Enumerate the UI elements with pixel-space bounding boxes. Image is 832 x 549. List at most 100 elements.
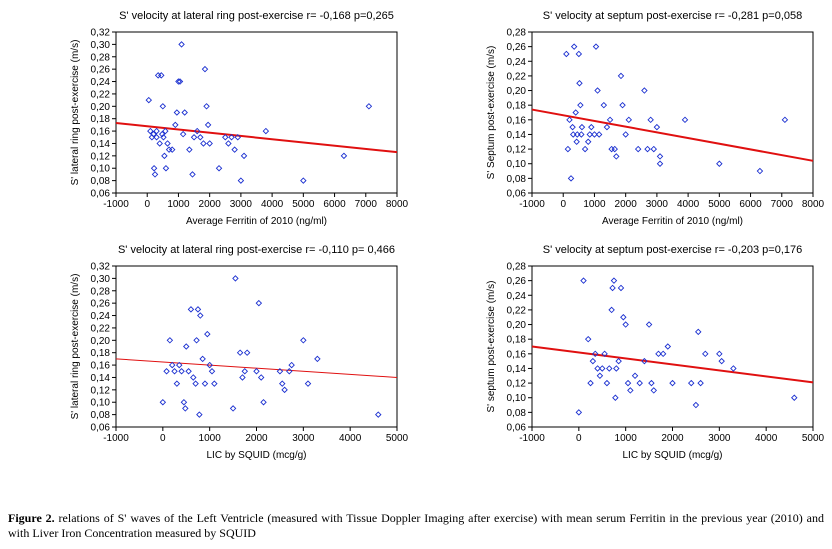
chart-svg: S' velocity at lateral ring post-exercis… [70,10,409,227]
data-point [206,140,213,147]
x-tick-label: 0 [560,199,566,210]
data-point [276,368,284,375]
data-point [175,361,183,369]
data-point [196,411,203,418]
data-point [279,380,286,387]
data-point [243,349,251,356]
caption-label: Figure 2. [8,511,55,525]
data-point [687,379,695,387]
y-tick-label: 0,08 [91,410,111,421]
data-point [681,116,689,124]
chart-title: S' velocity at septum post-exercise r= -… [543,244,803,256]
y-tick-label: 0,06 [507,423,527,434]
data-point [161,152,168,160]
data-point [304,380,312,387]
data-point [234,134,242,141]
chart-title: S' velocity at lateral ring post-exercis… [118,244,395,256]
data-point [695,328,702,336]
data-point [232,275,239,282]
data-point [225,140,232,147]
x-axis-label: Average Ferritin of 2010 (ng/ml) [602,216,743,227]
y-tick-label: 0,16 [91,361,111,372]
data-point [730,365,737,372]
data-point [150,164,158,172]
figure-caption: Figure 2. relations of S' waves of the L… [8,511,824,541]
data-point [611,145,618,153]
y-tick-label: 0,10 [507,393,527,404]
data-point [577,101,584,109]
data-point [615,357,622,365]
chart-panel-bottom-left: S' velocity at lateral ring post-exercis… [0,234,416,479]
y-tick-label: 0,20 [507,86,527,97]
chart-svg: S' velocity at septum post-exercise r= -… [486,244,825,461]
x-tick-label: -1000 [103,199,129,210]
data-point [300,337,307,344]
data-point [591,350,599,358]
y-tick-label: 0,12 [91,385,111,396]
data-point [656,153,664,160]
data-point [588,123,595,131]
y-tick-label: 0,16 [507,115,527,126]
data-point [173,109,181,116]
data-point [612,394,619,401]
chart-panel-bottom-right: S' velocity at septum post-exercise r= -… [416,234,832,479]
chart-panel-top-right: S' velocity at septum post-exercise r= -… [416,0,832,245]
x-tick-label: 1000 [167,199,190,210]
x-tick-label: 4000 [755,433,778,444]
x-tick-label: 6000 [323,199,346,210]
data-point [584,335,592,343]
x-tick-label: 7000 [771,199,794,210]
data-point [236,349,244,356]
data-point [756,167,764,175]
data-point [222,134,229,141]
x-axis-label: LIC by SQUID (mcg/g) [622,450,722,461]
x-tick-label: -1000 [103,433,129,444]
x-tick-label: 3000 [292,433,315,444]
data-point [601,350,608,358]
data-point [163,368,170,375]
y-tick-label: 0,12 [507,145,527,156]
data-point [641,87,648,94]
y-tick-label: 0,20 [91,336,111,347]
data-point [197,134,204,141]
data-point [625,116,633,124]
chart-panel-top-left: S' velocity at lateral ring post-exercis… [0,0,416,245]
y-tick-label: 0,14 [507,130,527,141]
data-point [592,43,600,50]
y-tick-label: 0,08 [507,408,527,419]
data-point [239,374,246,381]
data-point [183,343,190,350]
data-point [199,355,206,363]
y-axis-label: S' lateral ring post-exercise (m/s) [70,274,81,420]
y-tick-label: 0,24 [507,57,527,68]
plot-frame [531,31,814,194]
data-point [567,175,575,182]
y-axis-label: S' lateral ring post-exercise (m/s) [70,40,81,186]
data-point [599,365,606,372]
data-point [702,350,709,358]
data-point [655,350,662,358]
y-tick-label: 0,26 [507,276,527,287]
data-point [584,138,592,146]
y-tick-label: 0,12 [91,151,111,162]
data-point [669,379,676,387]
data-point [156,140,163,147]
y-tick-label: 0,22 [507,305,527,316]
x-tick-label: -1000 [519,433,545,444]
data-point [569,123,576,131]
data-point [620,313,627,321]
data-point [613,153,620,160]
data-point [189,171,196,178]
x-tick-label: 3000 [708,433,731,444]
data-point [147,127,154,135]
data-point [627,387,634,394]
y-tick-label: 0,30 [91,40,111,51]
y-axis-label: S' Septum post-exercise (m/s) [486,46,497,180]
y-tick-label: 0,26 [507,42,527,53]
data-point [158,130,166,138]
caption-text: relations of S' waves of the Left Ventri… [8,511,824,540]
data-point [255,299,263,307]
x-tick-label: 1000 [199,433,222,444]
data-point [153,134,160,141]
data-point [187,306,195,313]
